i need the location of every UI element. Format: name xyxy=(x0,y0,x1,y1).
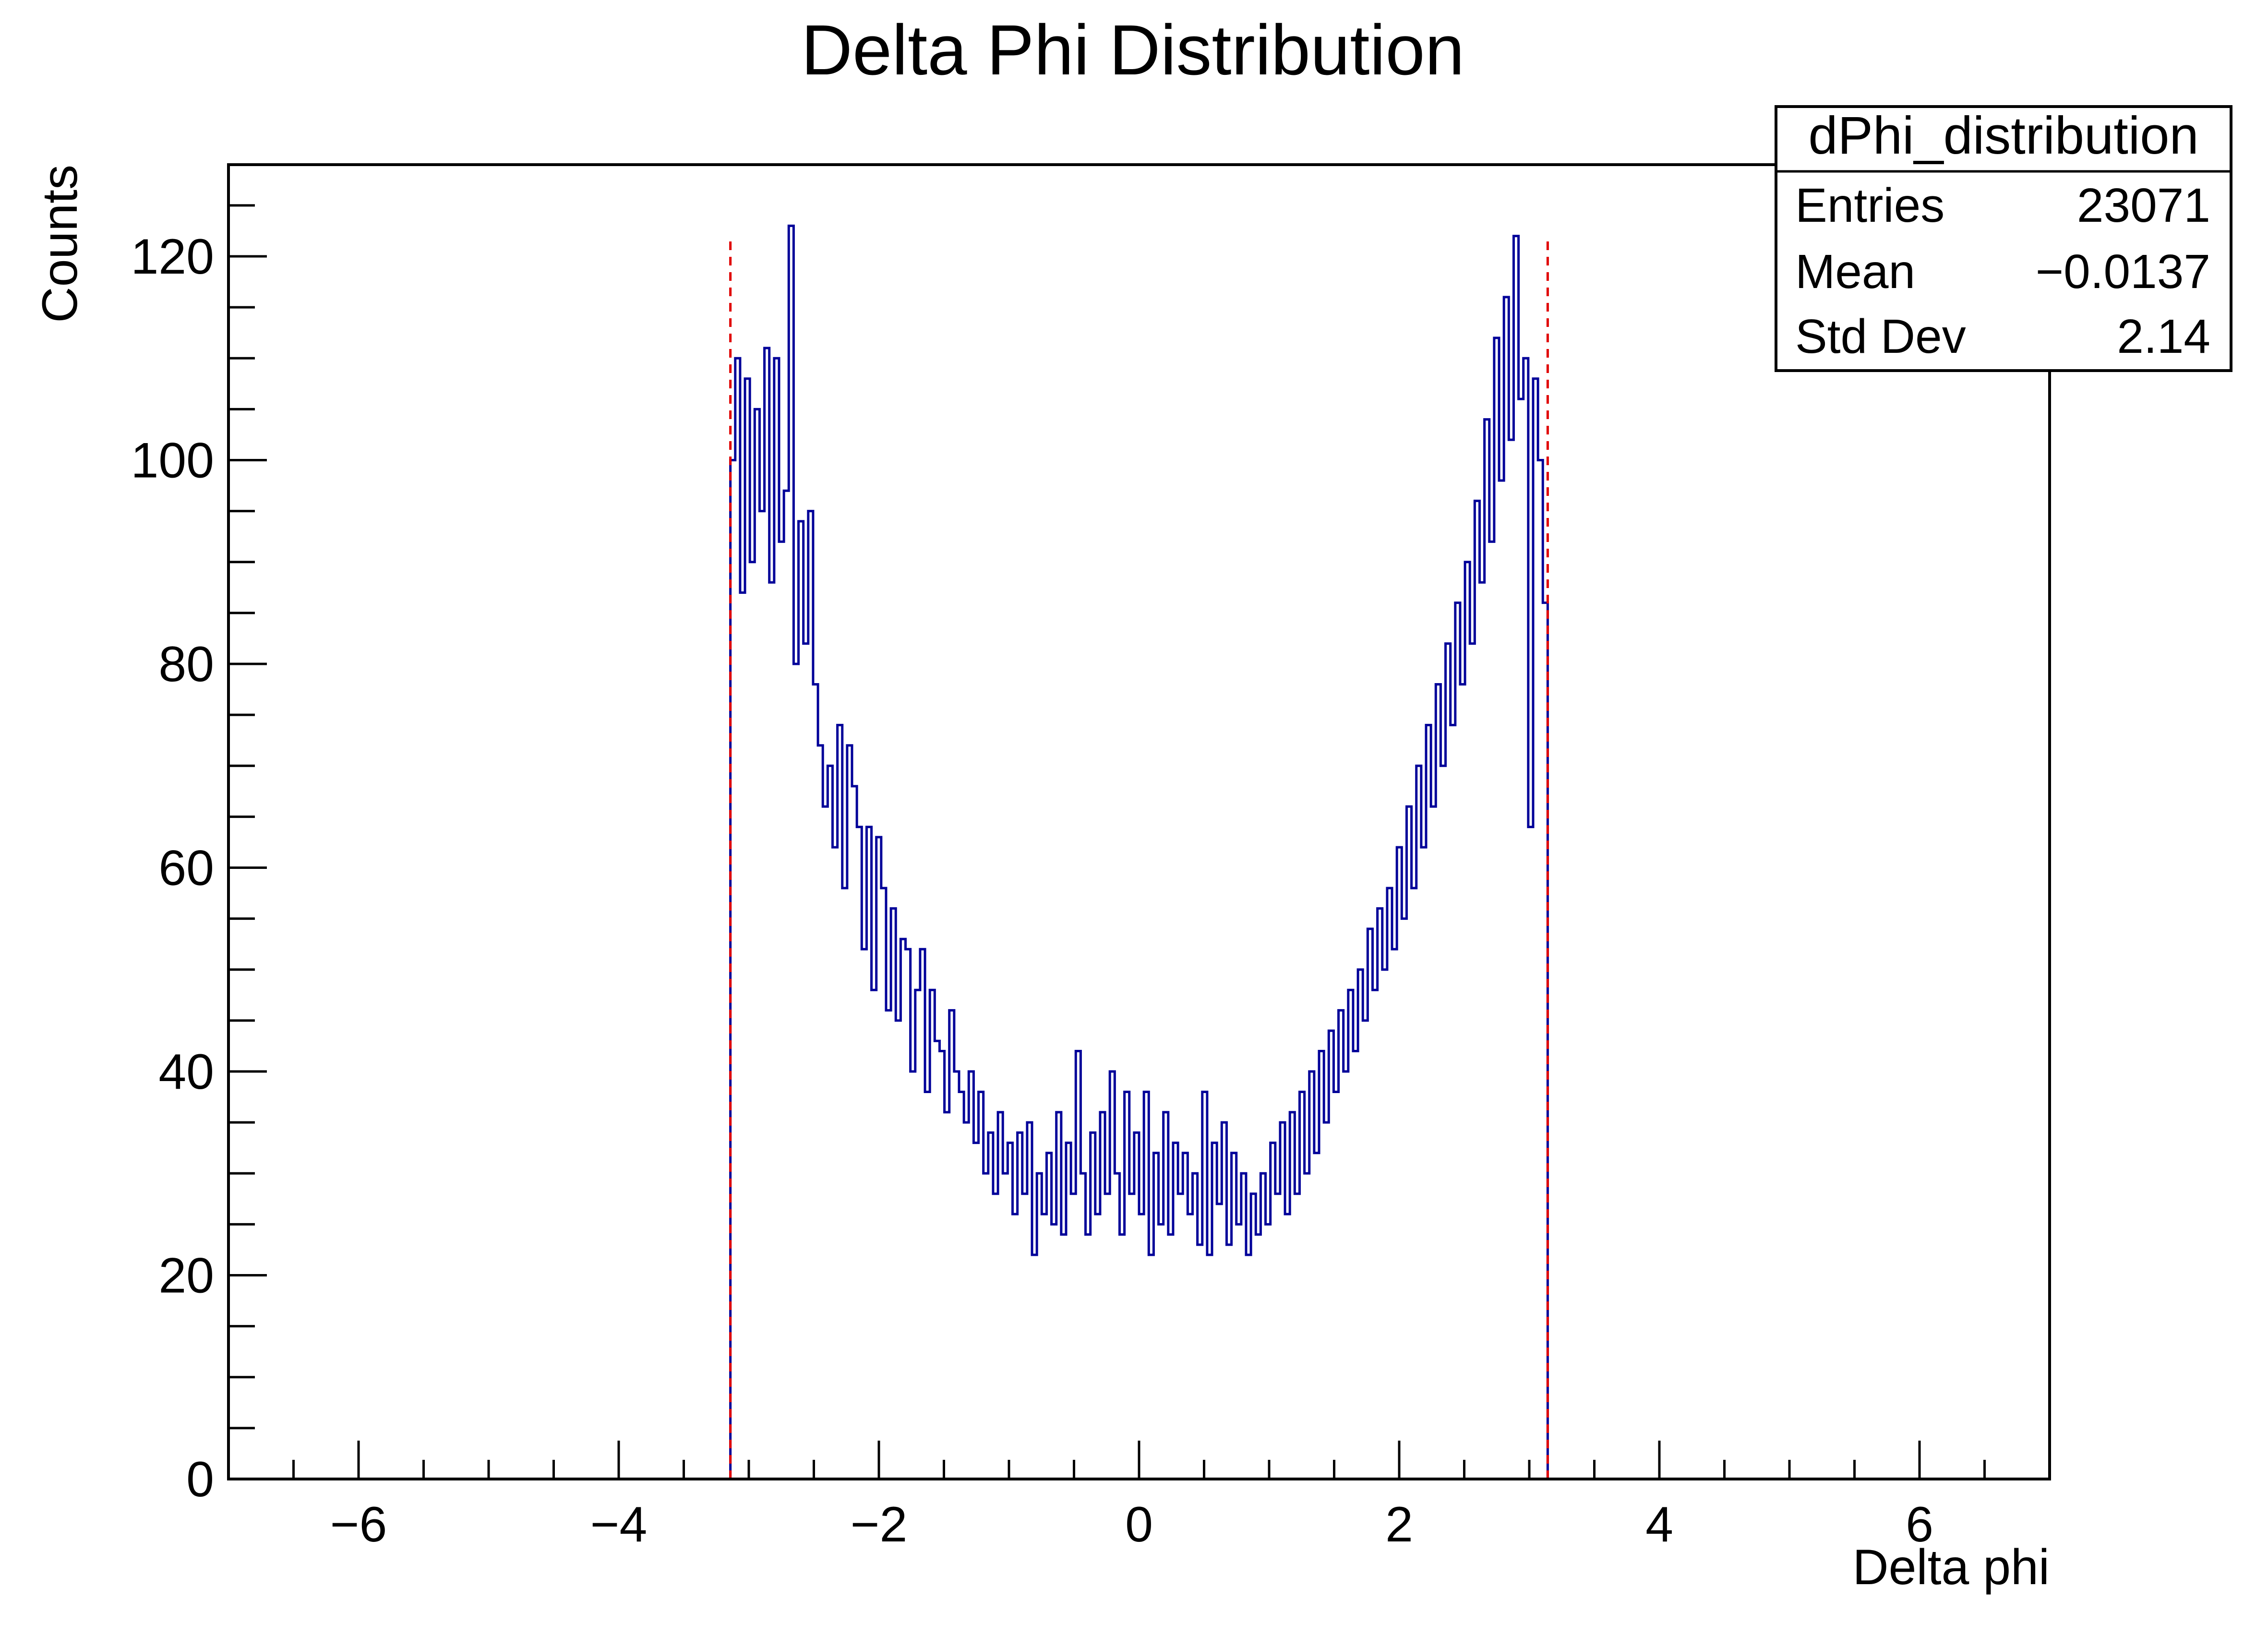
stats-stddev-value: 2.14 xyxy=(2117,310,2210,363)
x-tick-label: 4 xyxy=(1645,1497,1673,1552)
x-tick-label: −6 xyxy=(330,1497,387,1552)
y-tick-label: 120 xyxy=(131,229,214,285)
y-axis-label: Counts xyxy=(32,165,88,323)
x-tick-label: 2 xyxy=(1385,1497,1413,1552)
stats-stddev-label: Std Dev xyxy=(1795,310,1966,363)
histogram-series-0 xyxy=(729,224,1549,1479)
chart-title: Delta Phi Distribution xyxy=(801,11,1464,90)
x-axis-label: Delta phi xyxy=(1853,1540,2050,1595)
stats-entries-value: 23071 xyxy=(2077,179,2210,232)
stats-box-frame xyxy=(1775,105,2232,372)
y-tick-label: 0 xyxy=(186,1452,214,1507)
stats-mean-value: −0.0137 xyxy=(2036,245,2210,299)
stats-mean-label: Mean xyxy=(1795,245,1915,299)
plot-area xyxy=(729,224,1549,1479)
y-tick-label: 40 xyxy=(158,1044,214,1100)
stats-box: dPhi_distribution Entries 23071 Mean −0.… xyxy=(1775,105,2232,372)
y-tick-label: 80 xyxy=(158,637,214,692)
x-tick-label: −4 xyxy=(590,1497,648,1552)
y-tick-label: 20 xyxy=(158,1248,214,1304)
stats-box-title: dPhi_distribution xyxy=(1808,106,2198,165)
x-tick-label: 0 xyxy=(1125,1497,1153,1552)
x-tick-label: −2 xyxy=(851,1497,908,1552)
x-tick-label: 6 xyxy=(1906,1497,1933,1552)
stats-entries-label: Entries xyxy=(1795,179,1944,232)
y-tick-label: 100 xyxy=(131,433,214,489)
y-tick-label: 60 xyxy=(158,841,214,896)
